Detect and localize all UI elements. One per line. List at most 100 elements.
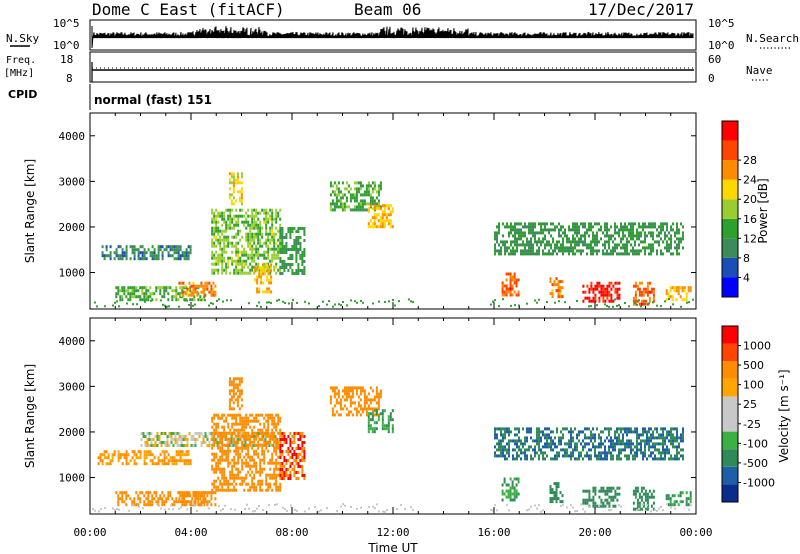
data-cell	[253, 452, 256, 456]
data-cell	[121, 491, 124, 495]
data-cell	[600, 287, 603, 291]
data-cell	[145, 257, 148, 261]
data-cell	[656, 442, 658, 446]
data-cell	[559, 500, 562, 504]
data-cell	[267, 268, 270, 272]
ground-scatter-cell	[184, 299, 186, 302]
ground-scatter-cell	[336, 510, 338, 513]
data-cell	[221, 214, 224, 218]
data-cell	[236, 172, 239, 176]
data-cell	[618, 293, 621, 297]
data-cell	[289, 432, 292, 435]
data-cell	[221, 425, 224, 429]
data-cell	[594, 504, 597, 508]
data-cell	[155, 257, 158, 261]
data-cell	[269, 241, 272, 245]
data-cell	[256, 275, 259, 279]
data-cell	[628, 231, 630, 235]
data-cell	[385, 204, 388, 208]
data-cell	[562, 246, 564, 250]
data-cell	[263, 440, 266, 444]
data-cell	[182, 290, 185, 294]
data-cell	[562, 427, 564, 431]
data-cell	[650, 225, 652, 229]
data-cell	[267, 253, 270, 257]
data-cell	[245, 476, 248, 480]
data-cell	[149, 459, 152, 463]
data-cell	[580, 430, 582, 434]
data-cell	[151, 494, 154, 498]
ground-scatter-cell	[354, 300, 356, 303]
data-cell	[213, 268, 216, 272]
data-cell	[349, 404, 352, 408]
data-cell	[258, 275, 261, 279]
data-cell	[343, 205, 346, 209]
data-cell	[634, 489, 637, 493]
data-cell	[367, 398, 370, 402]
data-cell	[371, 389, 374, 393]
data-cell	[255, 268, 258, 272]
data-cell	[626, 243, 628, 247]
data-cell	[363, 202, 366, 206]
data-cell	[129, 298, 132, 302]
data-cell	[260, 278, 263, 282]
data-cell	[225, 220, 228, 224]
data-cell	[247, 416, 250, 420]
data-cell	[245, 220, 248, 224]
data-cell	[387, 415, 390, 419]
data-cell	[269, 473, 272, 477]
data-cell	[562, 454, 564, 458]
data-cell	[240, 392, 243, 396]
data-cell	[184, 290, 187, 294]
data-cell	[557, 497, 560, 501]
data-cell	[365, 398, 368, 402]
data-cell	[281, 266, 284, 269]
data-cell	[594, 451, 596, 455]
data-cell	[626, 430, 628, 434]
data-cell	[644, 234, 646, 238]
data-cell	[186, 500, 189, 504]
data-cell	[281, 248, 284, 251]
data-cell	[188, 500, 191, 504]
data-cell	[689, 491, 692, 495]
data-cell	[221, 238, 224, 242]
data-cell	[245, 437, 248, 441]
data-cell	[212, 290, 215, 294]
data-cell	[273, 268, 276, 272]
data-cell	[632, 225, 634, 229]
data-cell	[646, 433, 648, 437]
data-cell	[255, 437, 258, 441]
data-cell	[620, 228, 622, 232]
data-cell	[618, 439, 620, 443]
ground-scatter-cell	[112, 507, 114, 510]
data-cell	[227, 262, 230, 266]
data-cell	[592, 287, 595, 291]
data-cell	[574, 243, 576, 247]
data-cell	[217, 229, 220, 233]
data-cell	[240, 187, 243, 191]
data-cell	[267, 482, 270, 486]
data-cell	[239, 250, 242, 254]
data-cell	[228, 193, 231, 197]
data-cell	[538, 249, 540, 253]
data-cell	[215, 488, 218, 492]
data-cell	[279, 257, 282, 260]
data-cell	[277, 419, 280, 423]
ground-scatter-cell	[292, 299, 294, 302]
data-cell	[498, 222, 500, 226]
data-cell	[594, 296, 597, 300]
ground-scatter-cell	[372, 505, 374, 508]
data-cell	[233, 461, 236, 465]
data-cell	[135, 453, 138, 457]
data-cell	[351, 386, 354, 390]
data-cell	[166, 441, 169, 444]
data-cell	[644, 445, 646, 449]
data-cell	[295, 236, 298, 239]
data-cell	[215, 214, 218, 218]
data-cell	[518, 234, 520, 238]
data-cell	[662, 445, 664, 449]
data-cell	[365, 208, 368, 212]
data-cell	[379, 222, 382, 226]
data-cell	[530, 457, 532, 461]
